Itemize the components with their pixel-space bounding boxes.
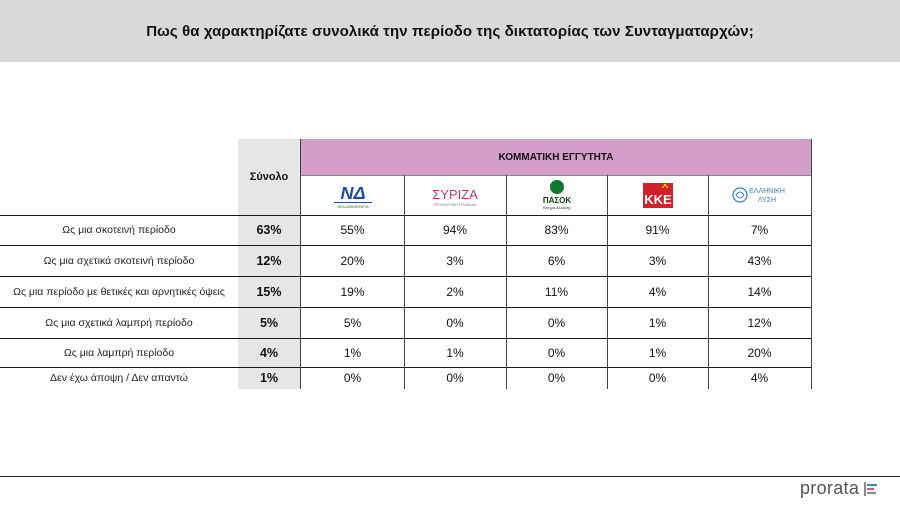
pasok-logo-icon: ΠΑΣΟΚ Κίνημα Αλλαγής bbox=[506, 175, 607, 215]
syriza-logo-icon: ΣΥΡΙΖΑ ΠΡΟΟΔΕΥΤΙΚΗ ΣΥΜΜΑΧΙΑ bbox=[404, 175, 506, 215]
row-label: Ως μια σχετικά λαμπρή περίοδο bbox=[45, 316, 193, 329]
total-value-cell: 1% bbox=[259, 371, 279, 385]
party-value-cell: 20% bbox=[747, 345, 772, 360]
party-value-cell: 12% bbox=[747, 315, 772, 330]
total-header-label: Σύνολο bbox=[249, 171, 289, 183]
row-divider bbox=[0, 338, 811, 339]
party-value-cell: 20% bbox=[340, 253, 365, 268]
row-divider bbox=[0, 215, 811, 216]
party-value-cell: 0% bbox=[547, 315, 566, 330]
total-column-header: Σύνολο bbox=[238, 139, 300, 215]
party-value-cell: 1% bbox=[648, 345, 667, 360]
svg-text:Κίνημα Αλλαγής: Κίνημα Αλλαγής bbox=[542, 205, 570, 210]
svg-text:ΝΔ: ΝΔ bbox=[340, 183, 365, 203]
party-value-cell: 55% bbox=[340, 223, 365, 237]
footer-divider bbox=[0, 476, 900, 477]
party-value-cell: 0% bbox=[343, 371, 362, 385]
svg-text:ΕΛΛΗΝΙΚΗ: ΕΛΛΗΝΙΚΗ bbox=[749, 188, 785, 195]
svg-text:ΛΥΣΗ: ΛΥΣΗ bbox=[757, 197, 775, 204]
party-value-cell: 3% bbox=[446, 253, 464, 268]
total-value-cell: 12% bbox=[256, 253, 282, 268]
total-column-background bbox=[238, 215, 300, 389]
svg-text:ΝΕΑ ΔΗΜΟΚΡΑΤΙΑ: ΝΕΑ ΔΗΜΟΚΡΑΤΙΑ bbox=[337, 205, 369, 209]
column-divider bbox=[404, 175, 405, 389]
party-group-label: ΚΟΜΜΑΤΙΚΗ ΕΓΓΥΤΗΤΑ bbox=[498, 151, 614, 163]
party-value-cell: 4% bbox=[750, 371, 769, 385]
row-label: Ως μια περίοδο με θετικές και αρνητικές … bbox=[13, 285, 225, 298]
party-value-cell: 4% bbox=[648, 284, 667, 299]
party-value-cell: 14% bbox=[747, 284, 772, 299]
party-value-cell: 2% bbox=[446, 284, 464, 299]
svg-text:ΠΡΟΟΔΕΥΤΙΚΗ ΣΥΜΜΑΧΙΑ: ΠΡΟΟΔΕΥΤΙΚΗ ΣΥΜΜΑΧΙΑ bbox=[433, 203, 477, 207]
svg-text:ΠΑΣΟΚ: ΠΑΣΟΚ bbox=[542, 196, 571, 205]
party-value-cell: 94% bbox=[442, 223, 468, 237]
svg-text:ΚΚΕ: ΚΚΕ bbox=[644, 192, 672, 207]
brand-logo: prorata bbox=[800, 478, 879, 499]
elliniki-lysi-logo-icon: ΕΛΛΗΝΙΚΗ ΛΥΣΗ bbox=[708, 175, 811, 215]
title-bar: Πως θα χαρακτηρίζατε συνολικά την περίοδ… bbox=[0, 0, 900, 62]
row-label: Ως μια σκοτεινή περίοδο bbox=[62, 224, 176, 236]
column-divider bbox=[708, 175, 709, 389]
row-divider bbox=[0, 245, 811, 246]
party-value-cell: 3% bbox=[648, 253, 667, 268]
party-value-cell: 6% bbox=[547, 253, 566, 268]
party-value-cell: 0% bbox=[648, 371, 667, 385]
party-value-cell: 0% bbox=[446, 371, 464, 385]
party-value-cell: 83% bbox=[544, 223, 569, 237]
nd-logo-icon: ΝΔ ΝΕΑ ΔΗΜΟΚΡΑΤΙΑ bbox=[301, 175, 404, 215]
total-value-cell: 63% bbox=[256, 223, 282, 237]
row-divider bbox=[0, 276, 811, 277]
column-divider bbox=[300, 139, 301, 389]
brand-bars-icon bbox=[864, 481, 878, 496]
kke-logo-icon: ΚΚΕ bbox=[607, 175, 708, 215]
party-value-cell: 11% bbox=[544, 284, 569, 299]
party-value-cell: 91% bbox=[645, 223, 670, 237]
party-group-header: ΚΟΜΜΑΤΙΚΗ ΕΓΓΥΤΗΤΑ bbox=[301, 139, 811, 175]
header-divider bbox=[301, 175, 811, 176]
party-value-cell: 43% bbox=[747, 253, 772, 268]
row-label: Δεν έχω άποψη / Δεν απαντώ bbox=[50, 372, 188, 384]
total-value-cell: 5% bbox=[259, 315, 279, 330]
party-value-cell: 0% bbox=[547, 371, 566, 385]
party-value-cell: 0% bbox=[547, 345, 566, 360]
row-divider bbox=[0, 307, 811, 308]
column-divider bbox=[811, 139, 812, 389]
total-value-cell: 15% bbox=[256, 284, 282, 299]
party-value-cell: 19% bbox=[340, 284, 365, 299]
row-label: Ως μια σχετικά σκοτεινή περίοδο bbox=[43, 254, 195, 267]
party-value-cell: 0% bbox=[446, 315, 464, 330]
party-value-cell: 7% bbox=[750, 223, 769, 237]
page-title: Πως θα χαρακτηρίζατε συνολικά την περίοδ… bbox=[146, 22, 754, 40]
brand-name: prorata bbox=[800, 478, 860, 498]
party-value-cell: 5% bbox=[343, 315, 362, 330]
party-value-cell: 1% bbox=[343, 345, 362, 360]
column-divider bbox=[607, 175, 608, 389]
row-divider bbox=[0, 367, 811, 368]
party-value-cell: 1% bbox=[446, 345, 464, 360]
column-divider bbox=[506, 175, 507, 389]
svg-text:ΣΥΡΙΖΑ: ΣΥΡΙΖΑ bbox=[432, 187, 478, 202]
row-label: Ως μια λαμπρή περίοδο bbox=[63, 346, 175, 359]
party-value-cell: 1% bbox=[648, 315, 667, 330]
total-value-cell: 4% bbox=[259, 345, 279, 360]
